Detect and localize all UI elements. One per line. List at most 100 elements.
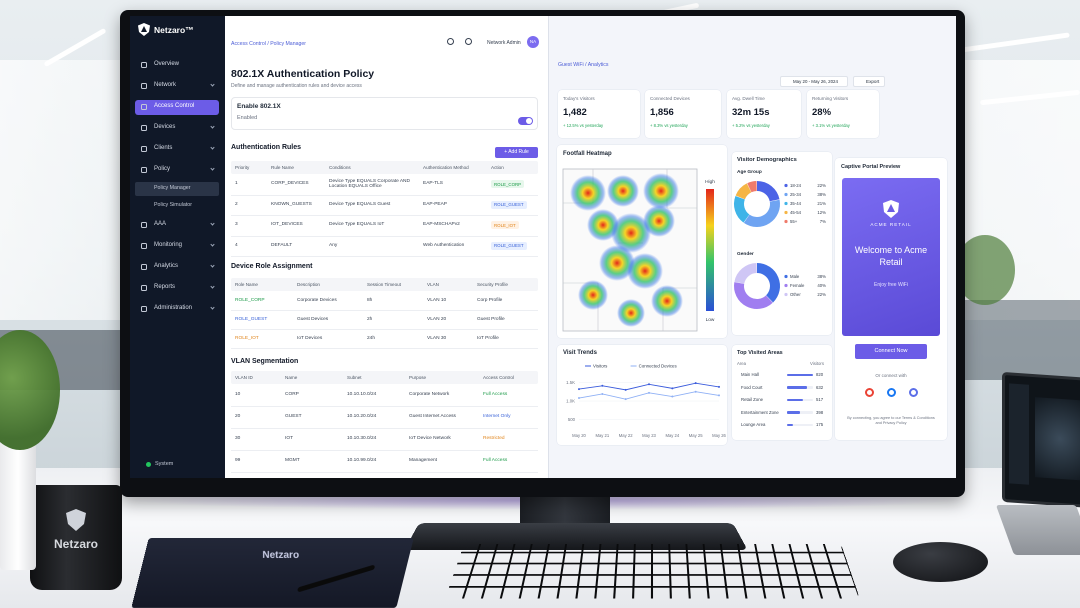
scale-low: Low <box>706 317 715 323</box>
help-icon[interactable] <box>465 38 472 45</box>
cell-text: Management <box>409 458 437 464</box>
portal-card: Captive Portal Preview ACME RETAIL Welcome… <box>835 158 947 440</box>
portal-welcome: Welcome to Acme Retail <box>850 244 932 268</box>
legend-value: 12% <box>817 210 826 215</box>
cell-text: 99 <box>235 458 240 464</box>
table-cell: VLAN 20 <box>427 310 474 329</box>
legend-value: 22% <box>817 292 826 297</box>
table-cell: 3 <box>235 215 268 236</box>
area-name: Main Hall <box>741 372 759 377</box>
donut-segment <box>740 188 749 198</box>
cell-text: EAP-PEAP <box>423 202 447 208</box>
user-name[interactable]: Network Admin <box>487 40 521 46</box>
cell-text: CORP_DEVICES <box>271 181 309 187</box>
table-header: Rule Name <box>271 165 326 170</box>
toggle[interactable] <box>518 117 533 125</box>
table-cell: 2h <box>367 310 424 329</box>
area-bar <box>787 374 813 377</box>
legend-label: 35-44 <box>790 201 802 206</box>
donut-segment <box>757 268 775 299</box>
kpi-change: + 5.2% vs yesterday <box>732 123 770 128</box>
legend-swatch <box>784 275 787 278</box>
laptop-map <box>1035 397 1080 480</box>
table-cell: Device Type EQUALS IoT <box>329 215 420 236</box>
legend-label: 45-54 <box>790 210 802 215</box>
cell-text: 3 <box>235 222 238 228</box>
mug-logo-shape <box>66 509 86 531</box>
column-header: Visitors <box>810 361 824 366</box>
social-button[interactable] <box>865 388 874 397</box>
x-tick-label: May 26 <box>712 433 726 438</box>
table-header: Security Profile <box>477 282 543 287</box>
nav-subitem[interactable]: Policy Simulator <box>154 202 192 208</box>
kpi-change: + 8.3% vs yesterday <box>650 123 688 128</box>
avatar[interactable]: NA <box>527 36 539 48</box>
cell-text: Web Authentication <box>423 243 464 249</box>
page-subtitle: Define and manage authentication rules a… <box>231 83 362 89</box>
table-cell: 1 <box>235 174 268 195</box>
cell-text: 10.10.10.0/24 <box>347 392 376 398</box>
kpi-label: Avg. Dwell Time <box>732 96 765 101</box>
table-cell: EAP-TLS <box>423 174 488 195</box>
nav-icon <box>141 222 147 228</box>
y-tick-label: 1.0K <box>566 399 575 404</box>
table-header: Action <box>491 165 543 170</box>
laptop-sidebar <box>1009 383 1029 484</box>
terms: By connecting, you agree to our Terms & … <box>847 416 935 426</box>
table-cell: Restricted <box>483 428 543 450</box>
nav-item[interactable]: Overview <box>154 61 179 67</box>
nav-item[interactable]: Network <box>154 82 176 88</box>
table-cell: KNOWN_GUESTS <box>271 195 326 216</box>
sidebar: Netzaro™ Overview Network Access Control Dev… <box>130 16 225 478</box>
nav-item[interactable]: Reports <box>154 284 175 290</box>
mug-logo <box>66 509 86 531</box>
cell-text: 10.10.20.0/24 <box>347 414 376 420</box>
table-row-divider <box>231 348 538 349</box>
nav-icon <box>141 62 147 68</box>
add-rule-button[interactable]: + Add Rule <box>495 147 538 158</box>
nav-item[interactable]: Policy <box>154 166 170 172</box>
nav-item[interactable]: Clients <box>154 145 172 151</box>
nav-item[interactable]: Monitoring <box>154 242 182 248</box>
table-cell: Web Authentication <box>423 236 488 257</box>
nav-item[interactable]: Analytics <box>154 263 178 269</box>
area-name: Retail Zone <box>741 397 763 402</box>
cell-text: Full Access <box>483 392 507 398</box>
connect-button[interactable]: Connect Now <box>855 344 927 359</box>
cell-text: 10.10.99.0/24 <box>347 458 376 464</box>
nav-icon <box>141 104 147 110</box>
cell-text: Internet Only <box>483 414 510 420</box>
search-icon[interactable] <box>447 38 454 45</box>
nav-item[interactable]: Access Control <box>154 103 194 109</box>
table-cell: VLAN 10 <box>427 291 474 310</box>
table-cell: 24h <box>367 329 424 348</box>
cell-text: VLAN 30 <box>427 336 446 342</box>
nav-item[interactable]: Administration <box>154 305 192 311</box>
social-button[interactable] <box>887 388 896 397</box>
table-header: Session Timeout <box>367 282 424 287</box>
nav-item[interactable]: AAA <box>154 221 166 227</box>
card-title: Captive Portal Preview <box>841 164 900 170</box>
legend-label: Connected Devices <box>639 364 678 369</box>
nav-chevron <box>210 124 214 128</box>
social-button[interactable] <box>909 388 918 397</box>
legend-label: Female <box>790 283 805 288</box>
table-cell: DEFAULT <box>271 236 326 257</box>
table-cell: Full Access <box>483 450 543 472</box>
table-header: Subnet <box>347 375 406 380</box>
nav-item[interactable]: Devices <box>154 124 175 130</box>
cell-text: EAP-TLS <box>423 181 443 187</box>
x-tick-label: May 22 <box>619 433 633 438</box>
export-button[interactable]: Export <box>853 76 885 87</box>
heat-spot <box>617 299 645 327</box>
date-range[interactable]: May 20 - May 26, 2024 <box>780 76 848 87</box>
table-cell: 30 <box>235 428 282 450</box>
cell-text: CORP <box>285 392 299 398</box>
nav-subitem[interactable]: Policy Manager <box>154 185 191 191</box>
enable-state: Enabled <box>237 115 257 121</box>
enable-label: Enable 802.1X <box>237 103 281 110</box>
donut-segment <box>749 186 756 188</box>
breadcrumb: Access Control / Policy Manager <box>231 41 306 47</box>
cell-text: 24h <box>367 336 375 342</box>
table-header: Access Control <box>483 375 543 380</box>
